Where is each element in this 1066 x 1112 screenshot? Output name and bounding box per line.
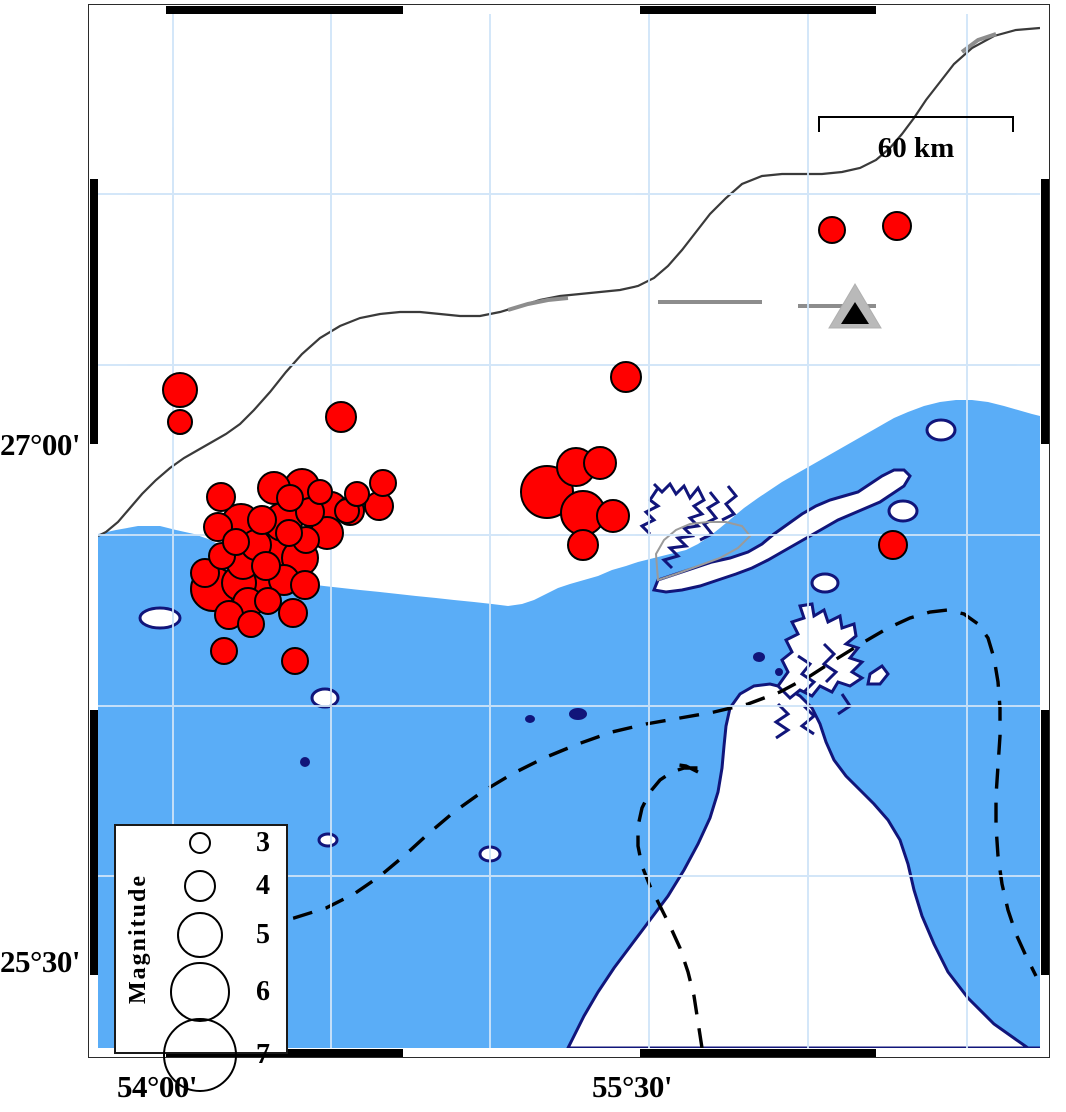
neatline-tick-right bbox=[1040, 710, 1049, 975]
musandam-island bbox=[866, 663, 890, 686]
seismic-station-marker bbox=[828, 283, 882, 329]
earthquake-epicenter bbox=[210, 637, 238, 665]
earthquake-epicenter bbox=[275, 519, 303, 547]
scale-bar-line bbox=[818, 116, 1014, 132]
neatline-tick-left bbox=[89, 710, 98, 975]
neatline-outer bbox=[88, 4, 1050, 1058]
legend-row: 5 bbox=[160, 912, 286, 958]
legend-title-text: Magnitude bbox=[124, 873, 151, 1004]
legend-magnitude-value: 7 bbox=[256, 1039, 270, 1070]
island-small bbox=[753, 652, 765, 662]
legend-circle-symbol bbox=[160, 870, 240, 902]
scale-bar-label: 60 km bbox=[877, 132, 955, 164]
legend-circle-symbol bbox=[160, 962, 240, 1022]
earthquake-epicenter bbox=[369, 469, 397, 497]
qeshm-island bbox=[651, 468, 912, 594]
legend-magnitude-value: 6 bbox=[256, 976, 270, 1007]
earthquake-epicenter-layer bbox=[162, 211, 912, 675]
earthquake-epicenter bbox=[281, 647, 309, 675]
magnitude-legend: Magnitude 3 4 5 6 7 bbox=[114, 824, 288, 1092]
x-tick-label-54-00: 54°00' bbox=[117, 1069, 198, 1104]
maritime-boundary-dashed bbox=[259, 608, 1038, 977]
earthquake-epicenter bbox=[190, 558, 220, 588]
earthquake-epicenter bbox=[567, 529, 599, 561]
earthquake-epicenter bbox=[162, 372, 198, 408]
administrative-outline bbox=[654, 521, 752, 582]
earthquake-epicenter bbox=[276, 484, 304, 512]
country-border-highlight bbox=[507, 32, 997, 312]
island-small bbox=[525, 715, 535, 723]
legend-row: 6 bbox=[160, 962, 286, 1022]
legend-magnitude-value: 5 bbox=[256, 919, 270, 950]
earthquake-epicenter bbox=[610, 361, 642, 393]
earthquake-epicenter bbox=[251, 551, 281, 581]
earthquake-epicenter bbox=[290, 570, 320, 600]
maritime-boundary-dashed-inland bbox=[636, 762, 709, 1048]
musandam-fjord-lines bbox=[773, 642, 853, 740]
earthquake-epicenter bbox=[254, 587, 282, 615]
neatline-tick-top bbox=[640, 5, 876, 14]
island-small bbox=[569, 708, 587, 720]
island-small bbox=[925, 418, 957, 442]
earthquake-epicenter bbox=[596, 499, 630, 533]
legend-magnitude-value: 4 bbox=[256, 870, 270, 901]
island-small bbox=[775, 668, 783, 676]
legend-row: 7 bbox=[160, 1018, 286, 1092]
x-tick-label-55-30: 55°30' bbox=[592, 1069, 673, 1104]
y-tick-label-27-00: 27°00' bbox=[0, 427, 81, 462]
earthquake-epicenter bbox=[344, 481, 370, 507]
legend-magnitude-value: 3 bbox=[256, 827, 270, 858]
earthquake-epicenter bbox=[206, 482, 236, 512]
coastal-creek-detail bbox=[639, 481, 739, 570]
earthquake-epicenter bbox=[818, 216, 846, 244]
island-small bbox=[887, 499, 919, 523]
neatline-tick-top bbox=[166, 5, 403, 14]
island-small bbox=[138, 606, 182, 630]
musandam-fjords bbox=[776, 602, 865, 701]
neatline-tick-right bbox=[1040, 179, 1049, 444]
legend-title-vertical: Magnitude bbox=[118, 826, 158, 1052]
legend-circle-symbol bbox=[160, 1018, 240, 1092]
island-small bbox=[317, 832, 339, 848]
earthquake-epicenter bbox=[583, 446, 617, 480]
country-border-line bbox=[98, 26, 1040, 537]
y-tick-label-25-30: 25°30' bbox=[0, 944, 81, 979]
legend-row: 3 bbox=[160, 827, 286, 858]
neatline-tick-bottom bbox=[640, 1048, 876, 1057]
earthquake-epicenter bbox=[222, 528, 250, 556]
earthquake-epicenter bbox=[307, 479, 333, 505]
legend-circle-symbol bbox=[160, 832, 240, 854]
earthquake-epicenter bbox=[247, 505, 277, 535]
scale-bar: 60 km bbox=[818, 116, 1014, 166]
earthquake-epicenter bbox=[167, 409, 193, 435]
earthquake-epicenter bbox=[882, 211, 912, 241]
earthquake-epicenter bbox=[237, 610, 265, 638]
earthquake-epicenter bbox=[278, 598, 308, 628]
earthquake-epicenter bbox=[325, 401, 357, 433]
neatline-tick-left bbox=[89, 179, 98, 444]
earthquake-epicenter bbox=[878, 530, 908, 560]
legend-circle-symbol bbox=[160, 912, 240, 958]
island-small bbox=[310, 687, 340, 709]
island-small bbox=[810, 572, 840, 594]
legend-row: 4 bbox=[160, 870, 286, 902]
island-small bbox=[300, 757, 310, 767]
